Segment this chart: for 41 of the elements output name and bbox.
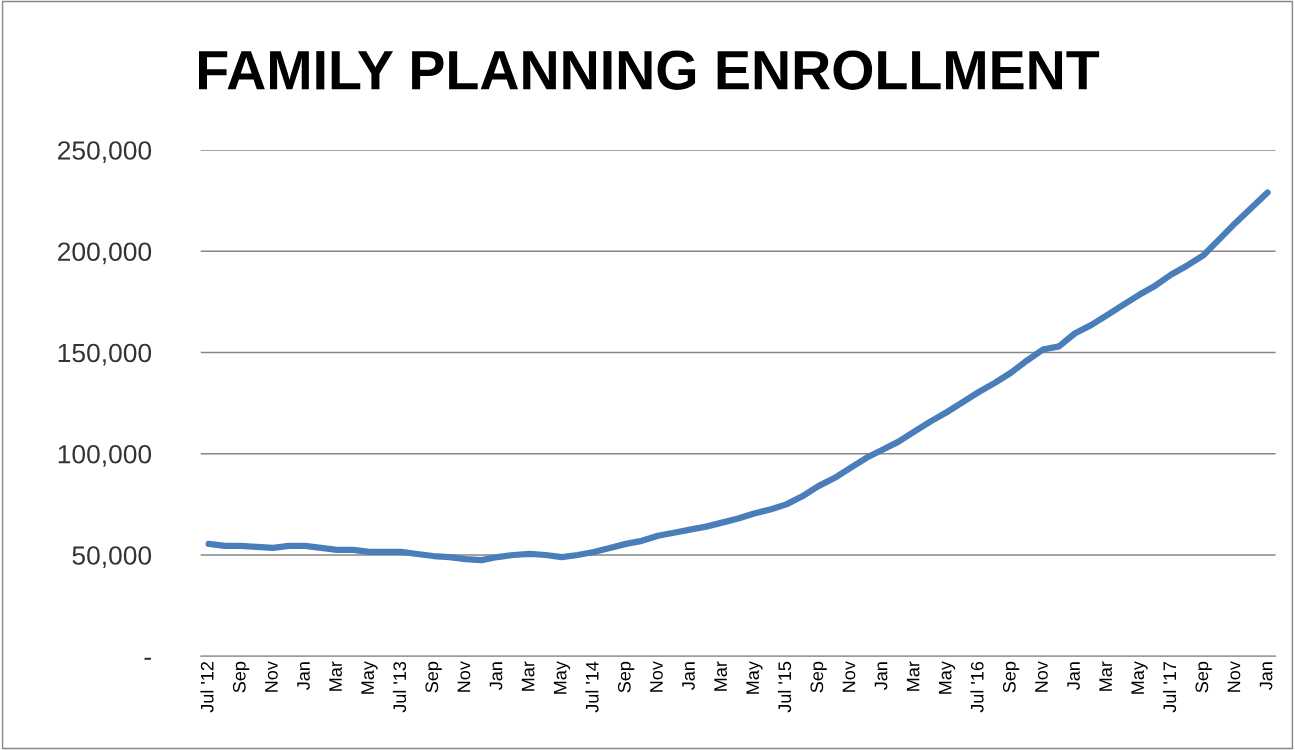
x-tick-label: Jul '15 — [777, 661, 792, 713]
x-tick-label: Sep — [1002, 661, 1020, 693]
x-tick-label: Jan — [1067, 662, 1080, 690]
x-tick-label: Mar — [1099, 661, 1112, 691]
x-tick-label: May — [361, 661, 378, 694]
x-tick-label: Jul '14 — [585, 661, 599, 713]
x-tick-label: Jan — [489, 662, 503, 690]
x-tick-label: May — [1131, 661, 1148, 694]
x-tick-label: Sep — [1195, 661, 1212, 693]
y-tick-label: 50,000 — [72, 546, 152, 568]
x-tick-label: Jan — [1259, 662, 1273, 690]
x-tick-label: Sep — [232, 661, 250, 693]
x-tick-label: Jan — [297, 662, 310, 690]
x-tick-label: Jan — [682, 662, 695, 690]
x-tick-label: Nov — [650, 661, 663, 692]
chart-title: FAMILY PLANNING ENROLLMENT — [199, 50, 1100, 90]
x-tick-label: May — [553, 661, 571, 694]
x-tick-label: Nov — [457, 661, 471, 692]
x-tick-label: May — [746, 661, 763, 694]
y-tick-label: 100,000 — [58, 444, 152, 467]
x-tick-label: Jan — [874, 662, 888, 690]
x-tick-label: Mar — [329, 661, 342, 691]
x-tick-label: Sep — [617, 661, 635, 693]
x-tick-label: Jul '16 — [970, 661, 984, 713]
y-tick-label: 200,000 — [58, 242, 152, 265]
x-tick-label: Jul '17 — [1162, 662, 1177, 713]
x-tick-label: Mar — [521, 661, 535, 691]
x-tick-label: Nov — [265, 661, 278, 692]
x-tick-label: Jul '12 — [200, 662, 214, 713]
x-tick-label: Sep — [810, 661, 827, 693]
y-tick-label: - — [144, 657, 151, 660]
x-tick-label: Nov — [1035, 661, 1048, 692]
x-tick-label: Nov — [1227, 661, 1241, 692]
x-tick-label: May — [938, 661, 956, 694]
x-tick-label: Mar — [714, 661, 727, 691]
y-tick-label: 250,000 — [58, 141, 152, 163]
y-tick-label: 150,000 — [58, 343, 152, 366]
x-tick-label: Jul '13 — [392, 661, 407, 713]
x-tick-label: Nov — [842, 661, 856, 692]
x-tick-label: Mar — [906, 661, 920, 691]
x-tick-label: Sep — [425, 661, 442, 693]
